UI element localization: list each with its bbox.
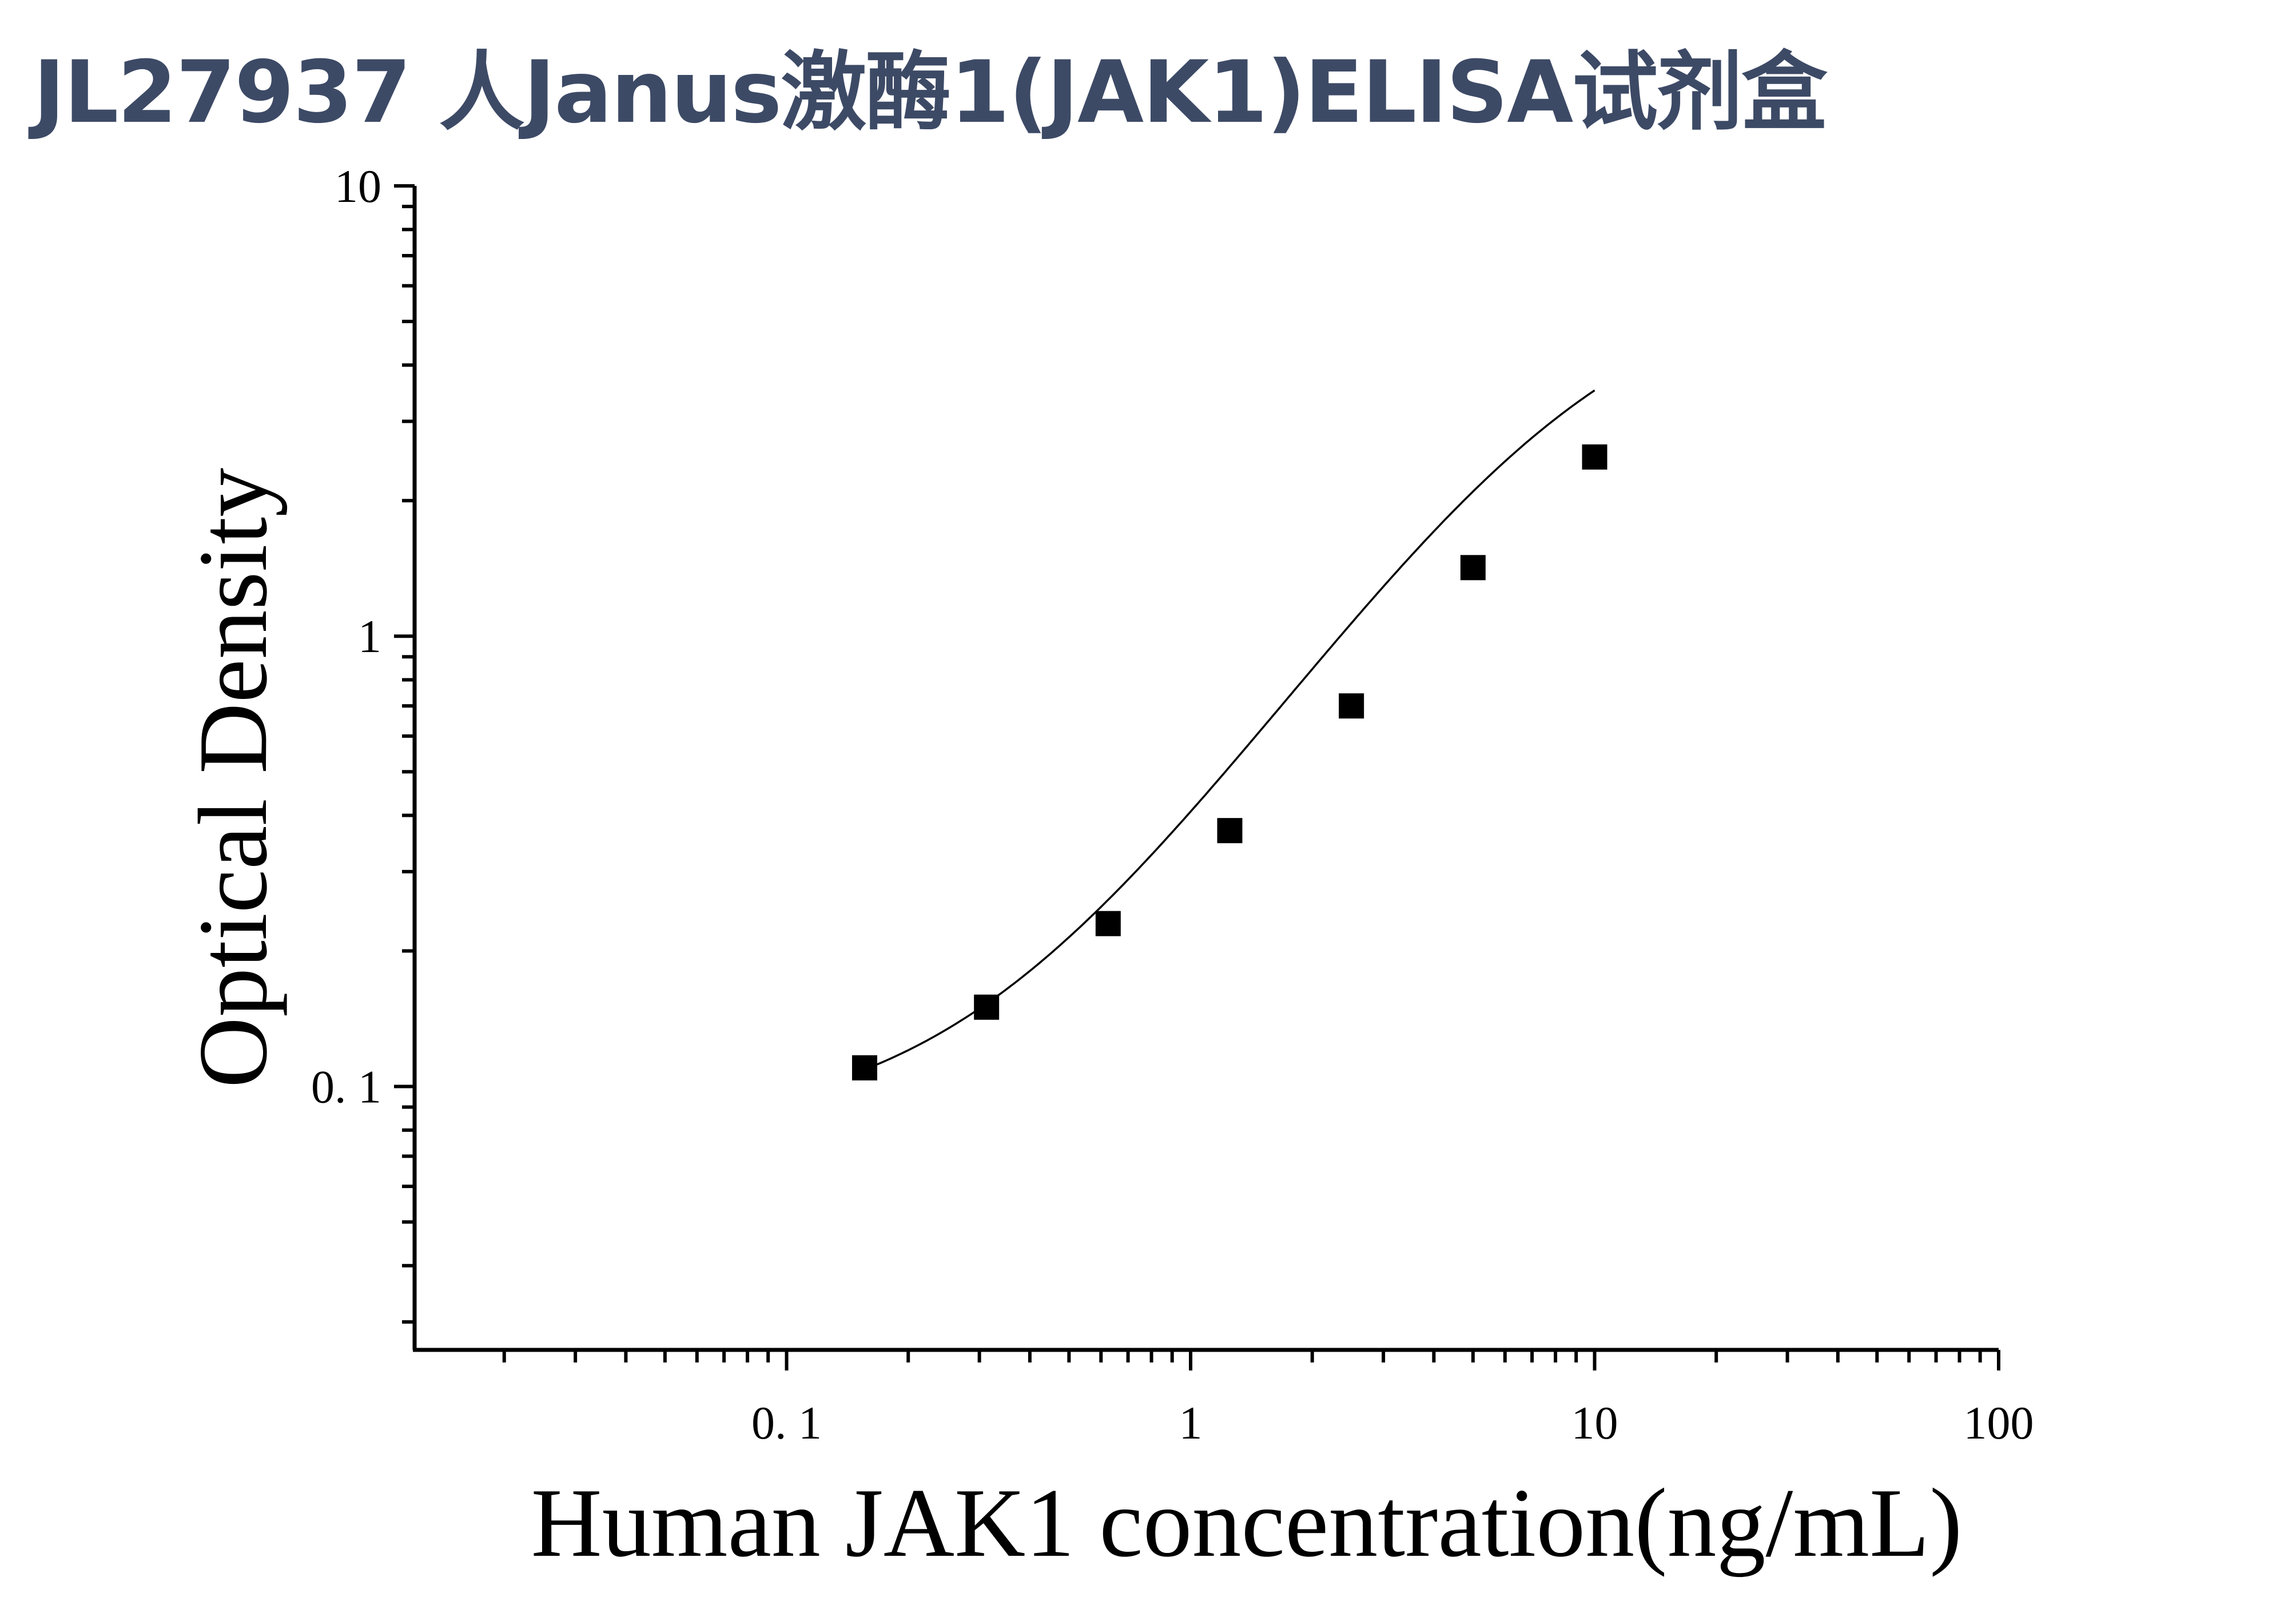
- data-point: [974, 994, 1000, 1020]
- data-point: [1582, 444, 1607, 470]
- data-point: [1095, 911, 1121, 936]
- y-tick-label: 1: [358, 610, 381, 662]
- y-tick-label: 0. 1: [311, 1060, 381, 1113]
- y-axis-label: Optical Density: [179, 468, 288, 1088]
- data-point: [1339, 693, 1364, 719]
- page-title: JL27937 人Janus激酶1(JAK1)ELISA试剂盒: [33, 43, 1827, 142]
- data-point: [1460, 555, 1486, 581]
- x-axis-label: Human JAK1 concentration(ng/mL): [531, 1469, 1963, 1578]
- x-tick-label: 0. 1: [751, 1397, 822, 1449]
- fit-curve: [864, 390, 1595, 1071]
- data-points: [851, 444, 1607, 1080]
- x-tick-label: 100: [1964, 1397, 2034, 1449]
- axes: 0. 1 1 10 100 0. 1 1 10: [311, 160, 2034, 1449]
- fit-curve-layer: [864, 390, 1595, 1071]
- data-point: [851, 1055, 877, 1080]
- x-tick-label: 1: [1179, 1397, 1203, 1449]
- y-tick-label: 10: [335, 160, 381, 212]
- x-tick-label: 10: [1571, 1397, 1618, 1449]
- data-point: [1217, 818, 1243, 844]
